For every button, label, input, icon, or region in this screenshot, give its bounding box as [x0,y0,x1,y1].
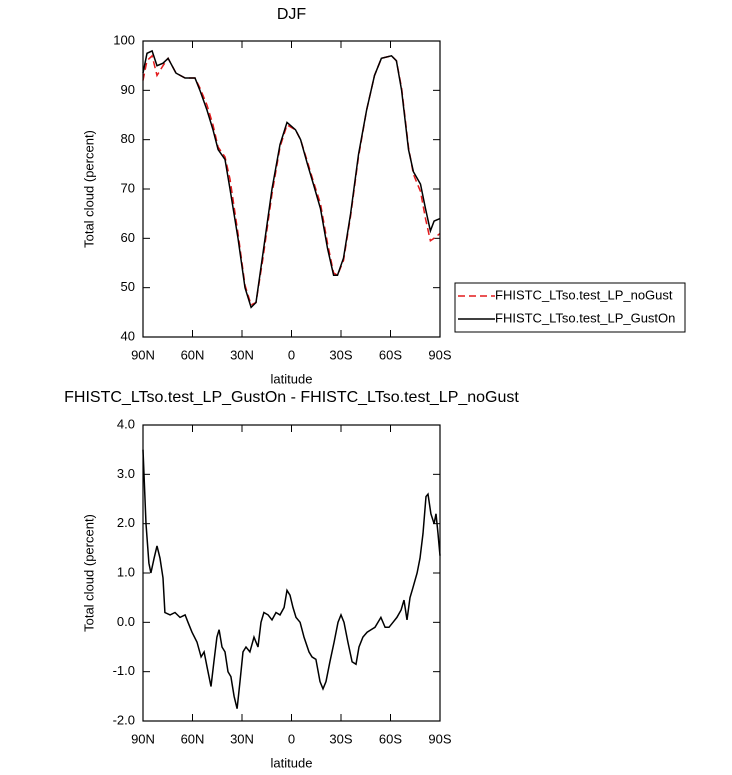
legend-label: FHISTC_LTso.test_LP_GustOn [495,310,675,325]
x-tick-label: 90N [131,731,155,746]
y-tick-label: 3.0 [117,466,135,481]
y-tick-label: 0.0 [117,614,135,629]
y-tick-label: 100 [113,32,135,47]
chart-title: DJF [277,6,307,23]
y-tick-label: -1.0 [113,663,135,678]
x-tick-label: 30N [230,347,254,362]
data-line [142,449,441,709]
plot-frame [142,40,441,338]
y-axis-label: Total cloud (percent) [81,514,96,632]
x-tick-label: 30N [230,731,254,746]
y-tick-label: 80 [121,131,135,146]
x-axis-label: latitude [271,755,313,770]
x-tick-label: 60N [181,347,205,362]
y-tick-label: -2.0 [113,712,135,727]
x-tick-label: 60S [379,731,402,746]
x-tick-label: 0 [288,347,295,362]
x-axis-label: latitude [271,371,313,386]
x-tick-label: 0 [288,731,295,746]
data-line [142,54,441,306]
plot-frame [142,424,441,722]
legend-label: FHISTC_LTso.test_LP_noGust [495,287,673,302]
x-tick-label: 30S [329,347,352,362]
x-tick-label: 90N [131,347,155,362]
legend-box [454,282,686,333]
data-line [142,49,441,309]
x-tick-label: 30S [329,731,352,746]
y-tick-label: 40 [121,328,135,343]
y-tick-label: 50 [121,279,135,294]
x-tick-label: 60N [181,731,205,746]
chart-title: FHISTC_LTso.test_LP_GustOn - FHISTC_LTso… [64,389,519,406]
y-tick-label: 90 [121,82,135,97]
y-tick-label: 60 [121,230,135,245]
y-tick-label: 70 [121,180,135,195]
x-tick-label: 60S [379,347,402,362]
x-tick-label: 90S [428,731,451,746]
y-tick-label: 2.0 [117,515,135,530]
y-tick-label: 1.0 [117,564,135,579]
x-tick-label: 90S [428,347,451,362]
y-axis-label: Total cloud (percent) [81,130,96,248]
y-tick-label: 4.0 [117,416,135,431]
